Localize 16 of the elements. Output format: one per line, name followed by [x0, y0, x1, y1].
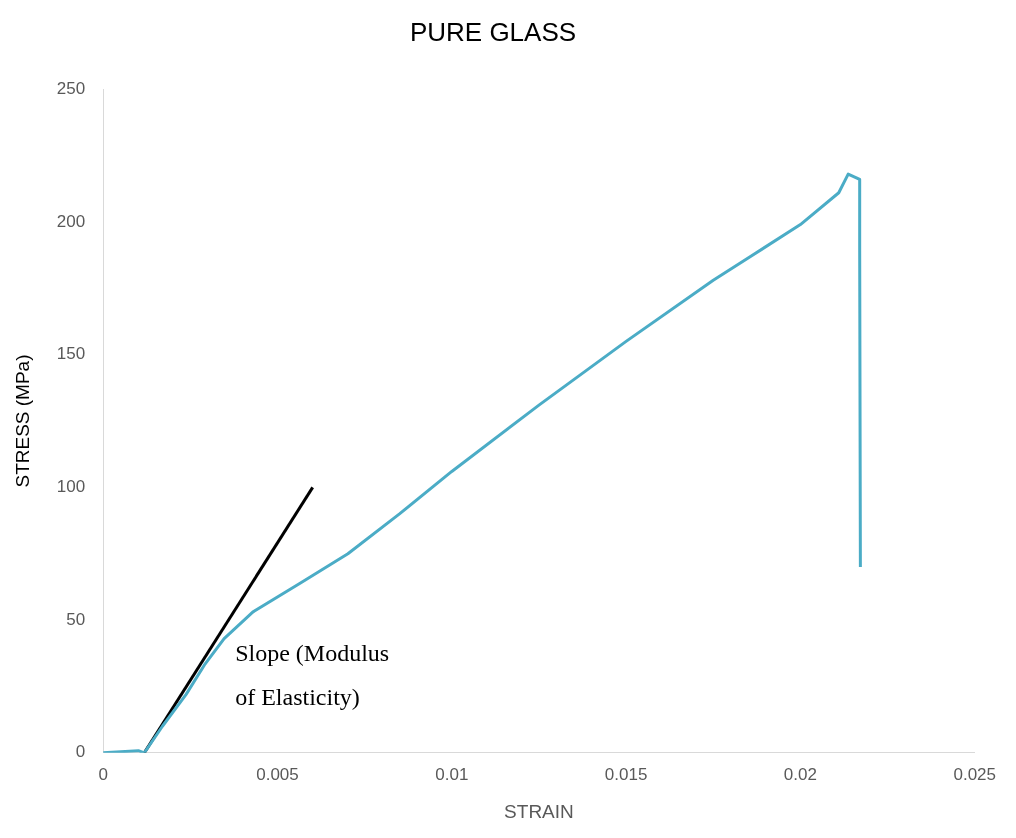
- x-tick-label: 0.015: [604, 764, 648, 784]
- x-axis-title: STRAIN: [504, 800, 574, 822]
- y-tick-label: 0: [75, 742, 86, 762]
- y-tick-label: 150: [56, 344, 86, 364]
- x-tick-label: 0.025: [953, 764, 996, 784]
- x-tick-label: 0: [98, 764, 108, 784]
- y-tick-label: 100: [56, 477, 86, 497]
- x-tick-label: 0.005: [256, 764, 299, 784]
- annotation: Slope (Modulus of Elasticity): [235, 640, 390, 711]
- y-axis-title: STRESS (MPa): [11, 354, 33, 488]
- y-tick-label: 200: [56, 211, 86, 231]
- chart-title: PURE GLASS: [409, 16, 577, 47]
- y-tick-label: 50: [66, 609, 86, 629]
- x-tick-label: 0.01: [435, 764, 469, 784]
- y-tick-label: 250: [56, 78, 86, 98]
- x-tick-label: 0.02: [783, 764, 817, 784]
